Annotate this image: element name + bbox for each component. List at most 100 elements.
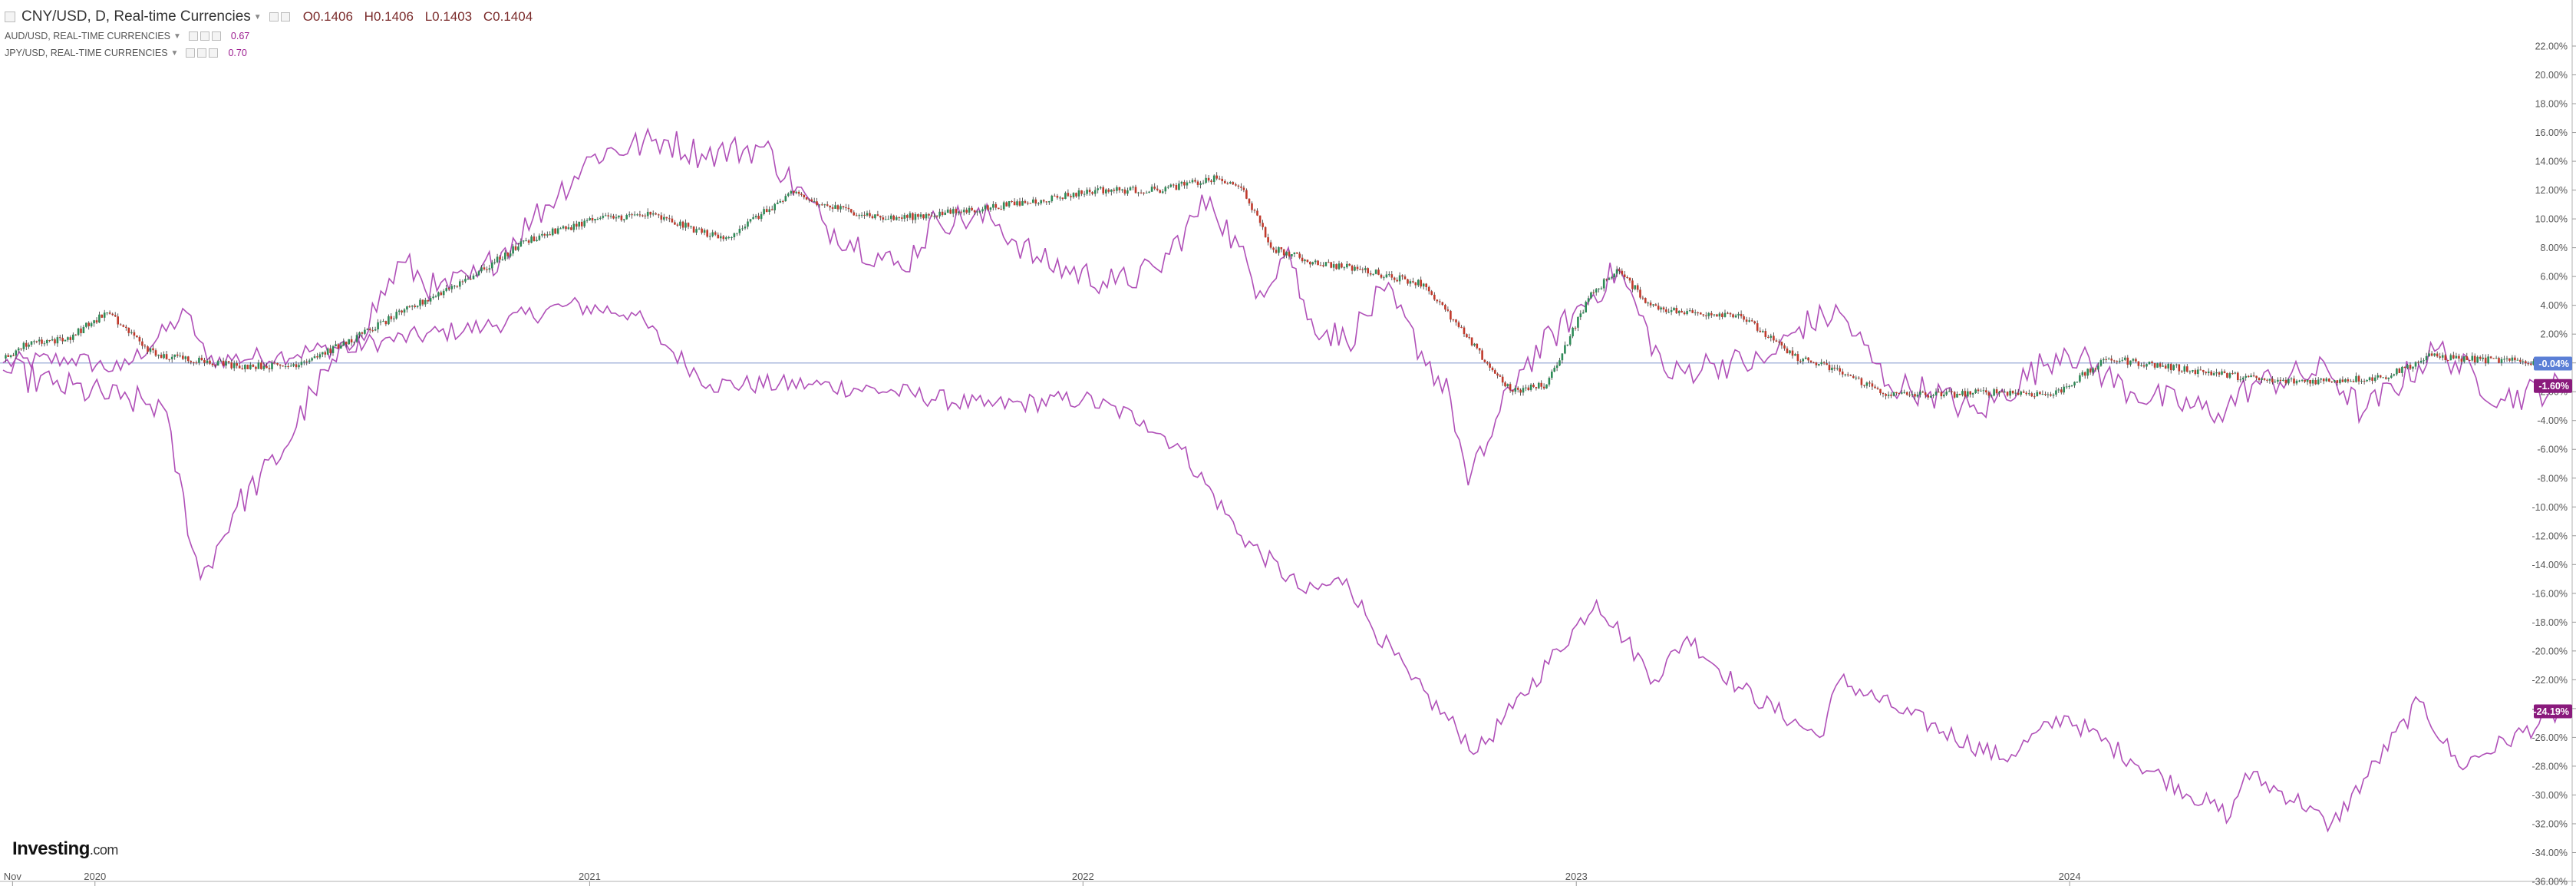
settings-icon[interactable]	[197, 48, 207, 58]
candle-body	[2414, 362, 2417, 367]
candle-body	[2197, 369, 2199, 374]
candle-body	[754, 216, 757, 218]
candle-body	[2309, 380, 2311, 384]
candle-body	[447, 288, 450, 289]
candle-body	[1914, 394, 1916, 397]
candle-body	[549, 234, 551, 236]
candle-body	[1929, 396, 1932, 398]
candle-body	[2116, 361, 2119, 362]
candle-body	[1538, 382, 1540, 388]
candle-body	[1636, 285, 1639, 290]
x-axis-ticks[interactable]: Nov 2020 2021 2022 2023 2024	[4, 871, 2081, 886]
candle-body	[858, 215, 860, 217]
candle-body	[2132, 359, 2135, 361]
candle-body	[1762, 331, 1764, 332]
y-axis-ticks[interactable]: 22.00% 20.00% 18.00% 16.00% 14.00% 12.00% 10.0…	[2531, 41, 2576, 886]
candle-body	[533, 236, 536, 241]
candle-body	[1822, 362, 1826, 364]
candle-body	[952, 209, 955, 214]
candle-body	[41, 339, 43, 344]
high-value: H0.1406	[364, 9, 414, 24]
eye-icon[interactable]	[188, 31, 198, 41]
candle-body	[1232, 182, 1235, 185]
candle-body	[2355, 375, 2357, 382]
candle-body	[946, 209, 949, 213]
candle-body	[1369, 273, 1372, 275]
chevron-down-icon[interactable]: ▼	[173, 31, 181, 41]
main-symbol-label[interactable]: CNY/USD, D, Real-time Currencies	[21, 8, 251, 25]
legend-overlay-aud[interactable]: AUD/USD, REAL-TIME CURRENCIES ▼ 0.67	[5, 28, 540, 45]
candle-body	[2268, 379, 2271, 381]
y-tick-label: -36.00%	[2531, 877, 2568, 886]
candle-body	[2129, 360, 2132, 365]
candle-body	[646, 211, 649, 217]
logo-brand: Investing	[12, 838, 90, 859]
candle-body	[292, 364, 295, 366]
overlay-aud-label[interactable]: AUD/USD, REAL-TIME CURRENCIES	[5, 31, 170, 41]
candle-body	[1953, 392, 1956, 398]
candle-body	[1710, 312, 1713, 316]
candle-body	[90, 323, 93, 326]
candle-body	[1013, 201, 1016, 206]
y-tick-label: -20.00%	[2531, 646, 2568, 656]
candle-body	[2476, 356, 2479, 362]
candle-body	[831, 207, 834, 209]
open-value: O0.1406	[302, 9, 353, 24]
candle-body	[1767, 336, 1770, 338]
legend-main-row[interactable]: CNY/USD, D, Real-time Currencies ▼ O0.14…	[5, 6, 540, 28]
candle-body	[2014, 392, 2017, 394]
candle-body	[615, 217, 618, 219]
candle-body	[1509, 384, 1512, 391]
candle-body	[633, 214, 636, 216]
close-icon[interactable]	[211, 31, 221, 41]
candle-body	[2060, 389, 2063, 393]
overlay-jpy-label[interactable]: JPY/USD, REAL-TIME CURRENCIES	[5, 48, 168, 58]
candle-body	[2068, 386, 2070, 387]
close-icon[interactable]	[209, 48, 219, 58]
candle-body	[930, 215, 933, 217]
candle-body	[2028, 393, 2030, 395]
candle-body	[342, 342, 345, 346]
settings-icon[interactable]	[280, 12, 290, 21]
candle-body	[2293, 379, 2295, 384]
candle-body	[1105, 189, 1107, 193]
last-value-badge-bg	[2534, 704, 2572, 719]
legend-overlay-jpy[interactable]: JPY/USD, REAL-TIME CURRENCIES ▼ 0.70	[5, 45, 540, 61]
candle-body	[22, 342, 25, 349]
eye-icon[interactable]	[186, 48, 196, 58]
candle-body	[1522, 388, 1525, 393]
candle-body	[1748, 320, 1750, 322]
y-tick-label: -14.00%	[2531, 560, 2568, 570]
candle-body	[56, 337, 59, 344]
candle-body	[777, 202, 779, 204]
chevron-down-icon[interactable]: ▼	[253, 12, 262, 21]
eye-icon[interactable]	[269, 12, 279, 21]
candle-body	[676, 224, 679, 226]
candle-body	[607, 215, 609, 217]
candle-body	[773, 203, 776, 210]
candle-body	[2119, 360, 2121, 362]
candle-body	[1585, 302, 1587, 312]
candle-body	[163, 354, 165, 359]
candle-body	[477, 271, 480, 276]
candle-body	[2025, 392, 2027, 395]
candle-body	[2393, 374, 2396, 376]
candle-body	[2199, 369, 2202, 371]
candle-body	[989, 207, 992, 210]
candle-body	[1721, 313, 1723, 317]
candle-body	[782, 200, 784, 202]
chevron-down-icon[interactable]: ▼	[170, 48, 179, 58]
y-tick-label: -12.00%	[2531, 531, 2568, 541]
candle-body	[1000, 209, 1002, 210]
y-tick-label: -34.00%	[2531, 848, 2568, 858]
candle-body	[2441, 355, 2444, 358]
candle-body	[1548, 378, 1551, 385]
collapse-toggle-icon[interactable]	[5, 12, 15, 22]
candle-body	[5, 355, 7, 359]
candle-body	[98, 314, 101, 322]
settings-icon[interactable]	[200, 31, 209, 41]
candle-body	[2350, 381, 2352, 382]
candle-body	[335, 344, 337, 347]
candle-body	[271, 362, 273, 369]
